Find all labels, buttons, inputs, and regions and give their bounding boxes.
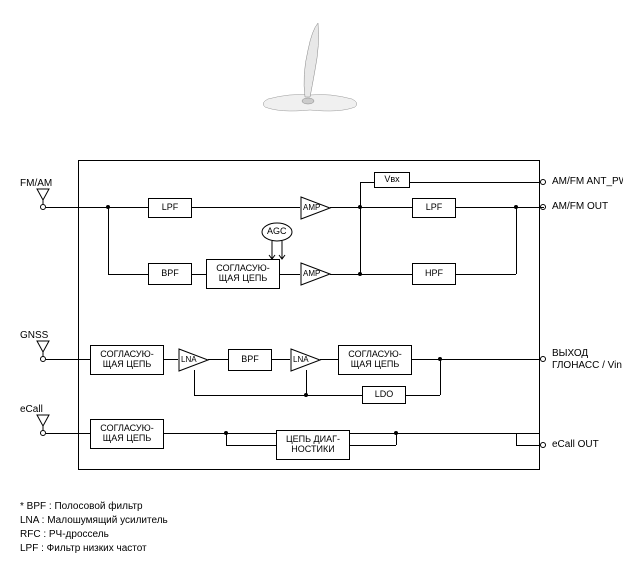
- block-label: LPF: [426, 203, 443, 213]
- wire: [164, 433, 540, 434]
- wire: [108, 274, 148, 275]
- wire: [320, 359, 338, 360]
- block-label: СОГЛАСУЮ- ЩАЯ ЦЕПЬ: [100, 424, 153, 444]
- wire: [46, 433, 78, 434]
- block-bpf1: BPF: [148, 263, 192, 285]
- wire: [192, 207, 300, 208]
- wire: [192, 274, 206, 275]
- wire: [208, 359, 228, 360]
- lna2-label: LNA: [293, 355, 309, 364]
- block-label: СОГЛАСУЮ- ЩАЯ ЦЕПЬ: [216, 264, 269, 284]
- block-label: Vвх: [384, 175, 399, 185]
- legend-line: LPF : Фильтр низких частот: [20, 542, 168, 556]
- legend-line: LNA : Малошумящий усилитель: [20, 514, 168, 528]
- wire: [440, 359, 441, 395]
- wire: [108, 207, 109, 274]
- block-label: LPF: [162, 203, 179, 213]
- agc-arrows: [268, 241, 288, 265]
- block-label: BPF: [241, 355, 259, 365]
- amp2-label: AMP: [303, 269, 320, 278]
- agc-label: AGC: [267, 226, 287, 236]
- block-label: HPF: [425, 269, 443, 279]
- wire: [350, 445, 396, 446]
- wire: [46, 359, 78, 360]
- wire: [280, 274, 300, 275]
- block-label: СОГЛАСУЮ- ЩАЯ ЦЕПЬ: [348, 350, 401, 370]
- wire: [516, 433, 517, 445]
- block-hpf: HPF: [412, 263, 456, 285]
- block-match4: СОГЛАСУЮ- ЩАЯ ЦЕПЬ: [90, 419, 164, 449]
- wire: [194, 395, 362, 396]
- block-ldo: LDO: [362, 386, 406, 404]
- legend-line: RFC : РЧ-дроссель: [20, 528, 168, 542]
- wire: [78, 207, 108, 208]
- block-lpf1: LPF: [148, 198, 192, 218]
- block-lpf2: LPF: [412, 198, 456, 218]
- wire: [516, 207, 544, 208]
- wire: [406, 395, 440, 396]
- junction: [304, 393, 308, 397]
- label-amfm-out: AM/FM OUT: [552, 201, 608, 212]
- block-label: LDO: [375, 390, 394, 400]
- wire: [108, 207, 148, 208]
- junction: [394, 431, 398, 435]
- antenna-illustration: [250, 15, 370, 140]
- wire: [456, 207, 516, 208]
- wire: [78, 433, 90, 434]
- wire: [360, 182, 374, 183]
- conn-ant-pwr: [540, 179, 546, 185]
- wire: [164, 359, 178, 360]
- block-diag: ЦЕПЬ ДИАГ- НОСТИКИ: [276, 430, 350, 460]
- wire: [46, 207, 78, 208]
- diagram-canvas: FM/AM GNSS eCall AM/FM ANT_PWR AM/FM OUT…: [0, 0, 623, 588]
- block-label: BPF: [161, 269, 179, 279]
- wire: [306, 370, 307, 395]
- block-vbx: Vвх: [374, 172, 410, 188]
- label-glonass-1: ВЫХОД: [552, 348, 588, 359]
- block-label: СОГЛАСУЮ- ЩАЯ ЦЕПЬ: [100, 350, 153, 370]
- block-label: ЦЕПЬ ДИАГ- НОСТИКИ: [286, 435, 340, 455]
- block-match2: СОГЛАСУЮ- ЩАЯ ЦЕПЬ: [90, 345, 164, 375]
- junction: [224, 431, 228, 435]
- label-ecall-out: eCall OUT: [552, 439, 599, 450]
- conn-glonass: [540, 356, 546, 362]
- wire: [78, 359, 90, 360]
- legend: * BPF : Полосовой фильтр LNA : Малошумящ…: [20, 500, 168, 556]
- wire: [226, 445, 276, 446]
- label-ant-pwr: AM/FM ANT_PWR: [552, 176, 623, 187]
- legend-line: * BPF : Полосовой фильтр: [20, 500, 168, 514]
- junction: [358, 272, 362, 276]
- wire: [516, 445, 540, 446]
- block-bpf2: BPF: [228, 349, 272, 371]
- wire: [194, 370, 195, 395]
- wire: [410, 182, 540, 183]
- wire: [456, 274, 516, 275]
- lna1-label: LNA: [181, 355, 197, 364]
- wire: [412, 359, 540, 360]
- wire: [516, 207, 517, 274]
- wire: [330, 207, 412, 208]
- wire: [360, 207, 361, 274]
- amp1-label: AMP: [303, 203, 320, 212]
- wire: [330, 274, 412, 275]
- wire: [272, 359, 290, 360]
- conn-ecall-out: [540, 442, 546, 448]
- wire: [360, 182, 361, 188]
- block-match3: СОГЛАСУЮ- ЩАЯ ЦЕПЬ: [338, 345, 412, 375]
- label-glonass-2: ГЛОНАСС / Vin: [552, 360, 622, 371]
